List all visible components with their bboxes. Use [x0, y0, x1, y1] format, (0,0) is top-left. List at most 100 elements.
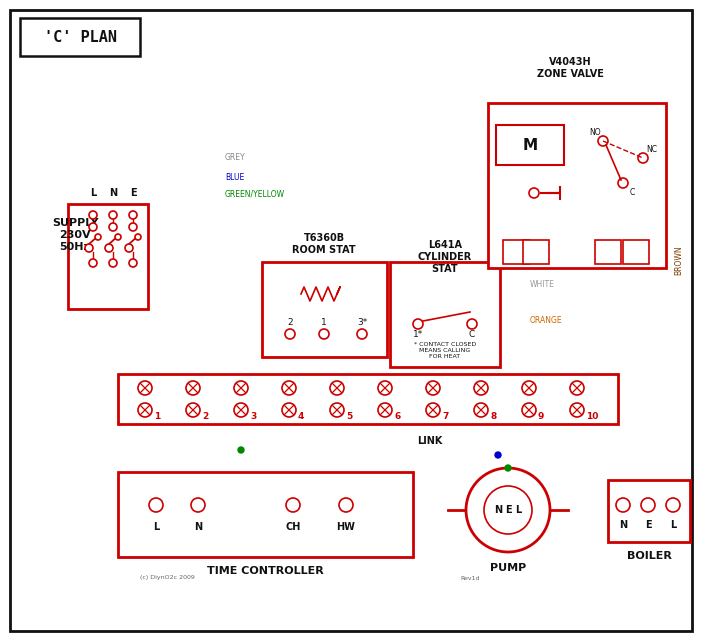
- Text: (c) DiynO2c 2009: (c) DiynO2c 2009: [140, 576, 195, 581]
- Text: V4043H
ZONE VALVE: V4043H ZONE VALVE: [536, 57, 604, 79]
- Text: 2: 2: [287, 317, 293, 326]
- Circle shape: [109, 211, 117, 219]
- Circle shape: [282, 381, 296, 395]
- Circle shape: [426, 403, 440, 417]
- Text: E: E: [130, 188, 136, 198]
- Text: 1: 1: [321, 317, 327, 326]
- Text: NC: NC: [647, 144, 658, 153]
- Circle shape: [570, 403, 584, 417]
- Circle shape: [522, 381, 536, 395]
- Circle shape: [319, 329, 329, 339]
- Circle shape: [282, 403, 296, 417]
- Circle shape: [413, 319, 423, 329]
- Text: TIME CONTROLLER: TIME CONTROLLER: [206, 566, 324, 576]
- Text: LINK: LINK: [417, 436, 443, 446]
- Circle shape: [466, 468, 550, 552]
- Text: 5: 5: [346, 412, 352, 420]
- Text: ORANGE: ORANGE: [530, 315, 562, 324]
- Circle shape: [138, 381, 152, 395]
- Text: T6360B
ROOM STAT: T6360B ROOM STAT: [292, 233, 356, 255]
- Circle shape: [95, 234, 101, 240]
- Text: CH: CH: [285, 522, 300, 532]
- Text: L: L: [153, 522, 159, 532]
- Text: 2: 2: [202, 412, 208, 420]
- Circle shape: [474, 403, 488, 417]
- Text: BROWN: BROWN: [674, 246, 683, 275]
- Text: 1: 1: [154, 412, 160, 420]
- Text: N: N: [494, 505, 502, 515]
- Bar: [623, 240, 649, 264]
- Text: 1*: 1*: [413, 329, 423, 338]
- Circle shape: [149, 498, 163, 512]
- Bar: [608, 480, 690, 542]
- Text: HW: HW: [336, 522, 355, 532]
- Circle shape: [186, 381, 200, 395]
- Circle shape: [186, 403, 200, 417]
- Circle shape: [85, 244, 93, 252]
- Bar: [118, 472, 413, 557]
- Circle shape: [115, 234, 121, 240]
- Circle shape: [618, 178, 628, 188]
- Bar: [20, 18, 140, 56]
- Circle shape: [129, 211, 137, 219]
- Text: 9: 9: [538, 412, 544, 420]
- Circle shape: [378, 403, 392, 417]
- Circle shape: [330, 381, 344, 395]
- Text: 8: 8: [490, 412, 496, 420]
- Text: L: L: [90, 188, 96, 198]
- Text: 7: 7: [442, 412, 449, 420]
- Text: PUMP: PUMP: [490, 563, 526, 573]
- Circle shape: [109, 259, 117, 267]
- Circle shape: [330, 403, 344, 417]
- Text: E: E: [644, 520, 651, 530]
- Circle shape: [641, 498, 655, 512]
- Text: 3: 3: [250, 412, 256, 420]
- Circle shape: [109, 223, 117, 231]
- Text: Rev1d: Rev1d: [460, 576, 479, 581]
- Circle shape: [89, 223, 97, 231]
- Circle shape: [505, 465, 511, 471]
- Text: C: C: [469, 329, 475, 338]
- Text: N: N: [109, 188, 117, 198]
- Text: 6: 6: [394, 412, 400, 420]
- Text: WHITE: WHITE: [530, 279, 555, 288]
- Circle shape: [238, 447, 244, 453]
- Text: BLUE: BLUE: [225, 172, 244, 181]
- Circle shape: [467, 319, 477, 329]
- Circle shape: [378, 381, 392, 395]
- Bar: [496, 125, 564, 165]
- Bar: [595, 240, 621, 264]
- Circle shape: [285, 329, 295, 339]
- Bar: [390, 262, 500, 367]
- Circle shape: [234, 381, 248, 395]
- Bar: [503, 240, 529, 264]
- Circle shape: [129, 259, 137, 267]
- Text: E: E: [505, 505, 511, 515]
- Text: GREEN/YELLOW: GREEN/YELLOW: [225, 190, 285, 199]
- Bar: [488, 103, 666, 268]
- Text: L: L: [670, 520, 676, 530]
- Circle shape: [234, 403, 248, 417]
- Circle shape: [125, 244, 133, 252]
- Text: M: M: [522, 138, 538, 153]
- Circle shape: [89, 259, 97, 267]
- Circle shape: [357, 329, 367, 339]
- Bar: [118, 374, 618, 424]
- Text: 3*: 3*: [357, 317, 367, 326]
- Circle shape: [529, 188, 539, 198]
- Circle shape: [474, 381, 488, 395]
- Circle shape: [522, 403, 536, 417]
- Text: N: N: [194, 522, 202, 532]
- Circle shape: [286, 498, 300, 512]
- Circle shape: [666, 498, 680, 512]
- Circle shape: [138, 403, 152, 417]
- Circle shape: [638, 153, 648, 163]
- Text: 4: 4: [298, 412, 305, 420]
- Text: SUPPLY
230V
50Hz: SUPPLY 230V 50Hz: [52, 219, 98, 252]
- Text: NO: NO: [589, 128, 601, 137]
- Bar: [262, 262, 387, 357]
- Text: C: C: [630, 188, 635, 197]
- Text: L: L: [515, 505, 521, 515]
- Circle shape: [191, 498, 205, 512]
- Circle shape: [89, 211, 97, 219]
